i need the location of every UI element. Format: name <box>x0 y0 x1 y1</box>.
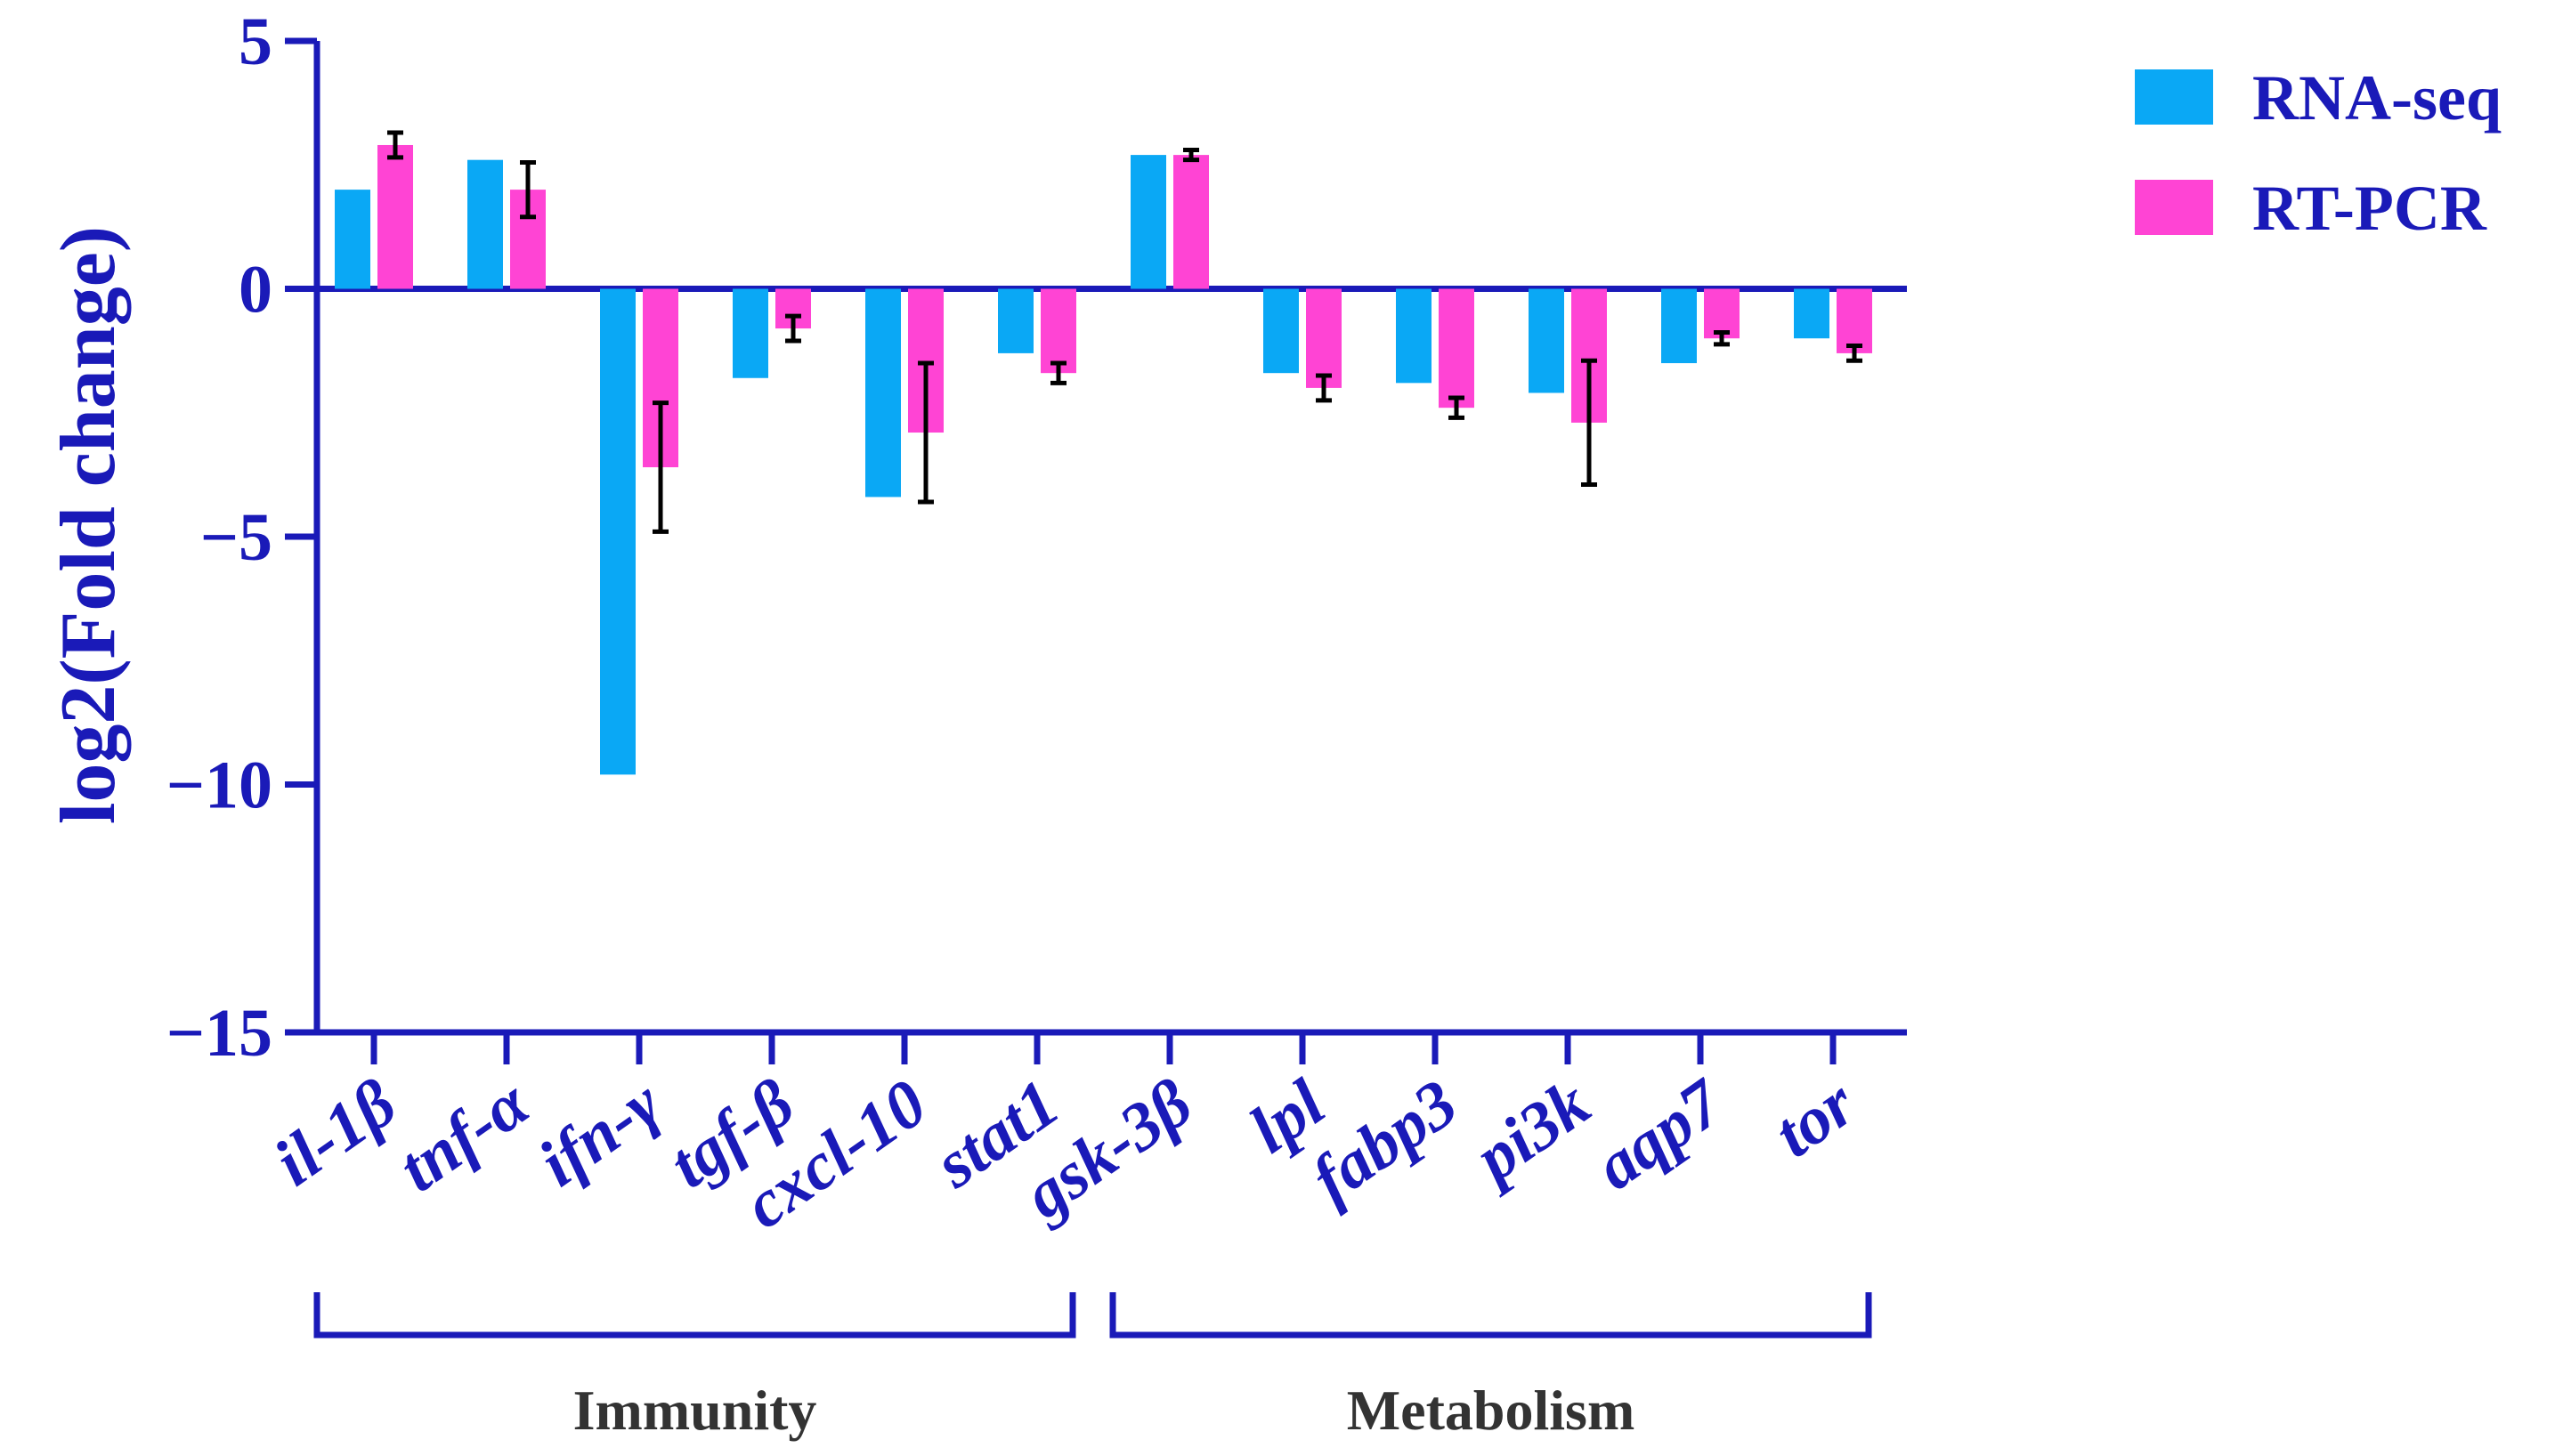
group-label: Immunity <box>573 1379 817 1442</box>
legend-label: RT-PCR <box>2252 173 2487 244</box>
group-bracket <box>1109 1292 1872 1339</box>
axes <box>285 37 1907 1064</box>
x-tick-label: tnf-α <box>385 1064 544 1206</box>
bar-rna-seq <box>1131 155 1166 289</box>
bars <box>335 130 1872 775</box>
bar-rna-seq <box>335 190 370 289</box>
bar-rt-pcr <box>1704 288 1740 339</box>
bar-rna-seq <box>467 159 503 289</box>
y-tick-label: −5 <box>200 500 272 575</box>
legend-swatch <box>2135 69 2213 125</box>
group-label: Metabolism <box>1347 1379 1635 1442</box>
bar-rt-pcr <box>1041 288 1076 374</box>
bar-rt-pcr <box>1306 288 1342 388</box>
y-tick-label: −15 <box>166 996 272 1071</box>
y-tick-label: −10 <box>166 748 272 823</box>
bar-rt-pcr <box>1439 288 1474 408</box>
x-tick-label: fabp3 <box>1298 1065 1470 1217</box>
y-tick-label: 0 <box>239 253 272 328</box>
bar-rna-seq <box>600 288 636 775</box>
legend-label: RNA-seq <box>2252 62 2502 133</box>
x-tick-label: ifn-γ <box>525 1065 675 1201</box>
bar-rt-pcr <box>1837 288 1872 353</box>
bar-rt-pcr <box>1173 155 1209 289</box>
bar-rna-seq <box>1396 288 1432 384</box>
group-bracket <box>313 1292 1076 1339</box>
x-tick-label: tor <box>1761 1064 1870 1171</box>
x-tick-label: pi3k <box>1457 1065 1603 1199</box>
bar-rna-seq <box>733 288 768 378</box>
bar-rna-seq <box>998 288 1034 353</box>
labels: 50−5−10−15il-1βtnf-αifn-γtgf-βcxcl-10sta… <box>166 4 1870 1243</box>
bar-rna-seq <box>1661 288 1697 364</box>
bar-rna-seq <box>1529 288 1564 393</box>
bar-rna-seq <box>1794 288 1829 339</box>
bar-rt-pcr <box>377 144 413 289</box>
group-brackets: Immunity Metabolism <box>313 1292 1872 1442</box>
x-tick-label: aqp7 <box>1582 1064 1738 1204</box>
legend-swatch <box>2135 180 2213 235</box>
y-axis-title: log2(Fold change) <box>45 226 132 824</box>
y-tick-label: 5 <box>239 4 272 79</box>
bar-rna-seq <box>1263 288 1299 374</box>
legend: RNA-seq RT-PCR <box>2135 62 2502 244</box>
x-tick-label: il-1β <box>261 1065 410 1201</box>
bar-rna-seq <box>865 288 901 497</box>
